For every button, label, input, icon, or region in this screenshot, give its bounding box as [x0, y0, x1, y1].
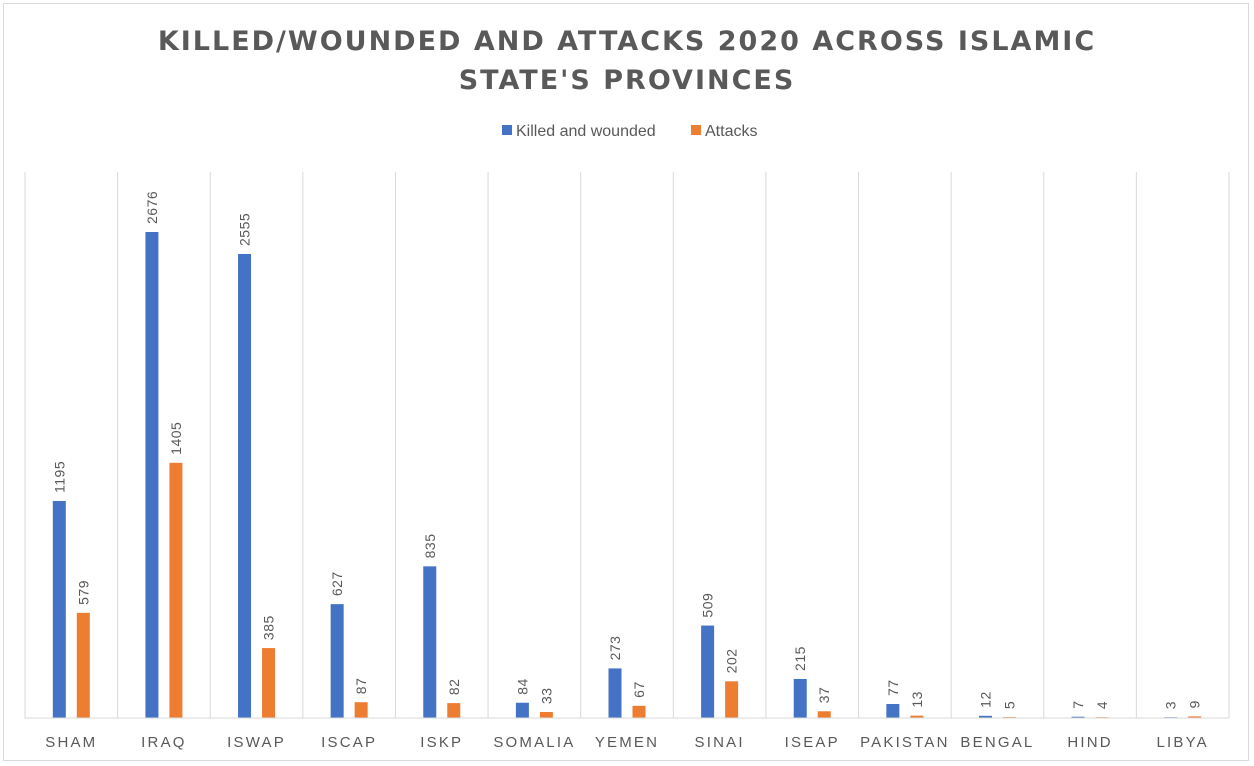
category-label-iraq: IRAQ [141, 734, 186, 751]
category-label-somalia: SOMALIA [493, 734, 575, 751]
category-label-hind: HIND [1067, 734, 1112, 751]
data-label-pakistan-killed-wounded: 77 [885, 679, 901, 696]
bar-iscap-attacks [354, 702, 368, 718]
data-label-iskp-killed-wounded: 835 [422, 533, 438, 558]
legend-swatch-attacks [691, 125, 701, 135]
data-label-libya-killed-wounded: 3 [1163, 701, 1179, 709]
data-label-hind-attacks: 4 [1094, 701, 1110, 709]
bar-iswap-killed-wounded [238, 253, 252, 718]
data-label-iraq-attacks: 1405 [168, 422, 184, 455]
data-label-bengal-attacks: 5 [1001, 701, 1017, 709]
data-label-sham-killed-wounded: 1195 [51, 461, 67, 493]
data-label-iseap-attacks: 37 [816, 687, 832, 704]
bar-sham-killed-wounded [52, 500, 66, 718]
bar-iseap-killed-wounded [793, 678, 807, 718]
legend: Killed and wounded Attacks [502, 123, 757, 140]
bar-sinai-killed-wounded [701, 625, 715, 718]
bar-sinai-attacks [725, 681, 739, 718]
bars [52, 232, 1202, 718]
data-label-sinai-killed-wounded: 509 [700, 593, 716, 618]
bar-pakistan-attacks [910, 715, 924, 718]
bar-yemen-attacks [632, 705, 646, 718]
legend-label-killed-wounded: Killed and wounded [516, 123, 656, 140]
data-label-iscap-attacks: 87 [353, 678, 369, 695]
bar-iseap-attacks [817, 711, 831, 718]
category-label-yemen: YEMEN [595, 734, 659, 751]
data-label-sinai-attacks: 202 [724, 648, 740, 673]
category-label-sinai: SINAI [695, 734, 745, 751]
bar-yemen-killed-wounded [608, 668, 622, 718]
legend-swatch-killed-wounded [502, 125, 512, 135]
data-label-iscap-killed-wounded: 627 [329, 571, 345, 596]
data-label-somalia-attacks: 33 [538, 687, 554, 704]
data-label-iswap-attacks: 385 [261, 615, 277, 640]
data-label-bengal-killed-wounded: 12 [977, 691, 993, 708]
category-label-iswap: ISWAP [227, 734, 286, 751]
bar-iscap-killed-wounded [330, 604, 344, 718]
category-label-iskp: ISKP [420, 734, 463, 751]
data-label-yemen-killed-wounded: 273 [607, 636, 623, 661]
data-label-hind-killed-wounded: 7 [1070, 700, 1086, 708]
category-label-libya: LIBYA [1156, 734, 1208, 751]
bar-iskp-killed-wounded [423, 566, 437, 718]
data-label-iseap-killed-wounded: 215 [792, 646, 808, 671]
legend-label-attacks: Attacks [705, 123, 757, 140]
bar-hind-killed-wounded [1071, 716, 1085, 718]
category-labels: SHAM IRAQ ISWAP ISCAP ISKP SOMALIA YEMEN SINAI I… [45, 734, 1208, 751]
bar-somalia-attacks [539, 712, 553, 718]
bar-iraq-attacks [169, 462, 183, 718]
category-label-iscap: ISCAP [321, 734, 377, 751]
data-label-pakistan-attacks: 13 [909, 691, 925, 708]
data-label-iskp-attacks: 82 [446, 679, 462, 696]
bar-iskp-attacks [447, 703, 461, 718]
bar-iraq-killed-wounded [145, 232, 159, 718]
data-label-somalia-killed-wounded: 84 [514, 678, 530, 695]
category-label-sham: SHAM [45, 734, 97, 751]
gridlines [24, 172, 1230, 718]
bar-somalia-killed-wounded [515, 702, 529, 718]
bar-pakistan-killed-wounded [886, 704, 900, 718]
chart-title-line-2: STATE'S PROVINCES [459, 65, 796, 96]
category-label-pakistan: PAKISTAN [860, 734, 950, 751]
data-label-iraq-killed-wounded: 2676 [144, 191, 160, 224]
data-label-sham-attacks: 579 [75, 580, 91, 605]
data-label-iswap-killed-wounded: 2555 [237, 213, 253, 246]
bar-bengal-killed-wounded [978, 715, 992, 718]
category-label-iseap: ISEAP [785, 734, 840, 751]
chart-title-line-1: KILLED/WOUNDED AND ATTACKS 2020 ACROSS I… [158, 26, 1096, 57]
category-label-bengal: BENGAL [960, 734, 1034, 751]
bar-sham-attacks [76, 612, 90, 718]
data-label-libya-attacks: 9 [1187, 700, 1203, 708]
bar-iswap-attacks [262, 648, 276, 718]
data-label-yemen-attacks: 67 [631, 681, 647, 698]
bar-libya-attacks [1188, 716, 1202, 718]
